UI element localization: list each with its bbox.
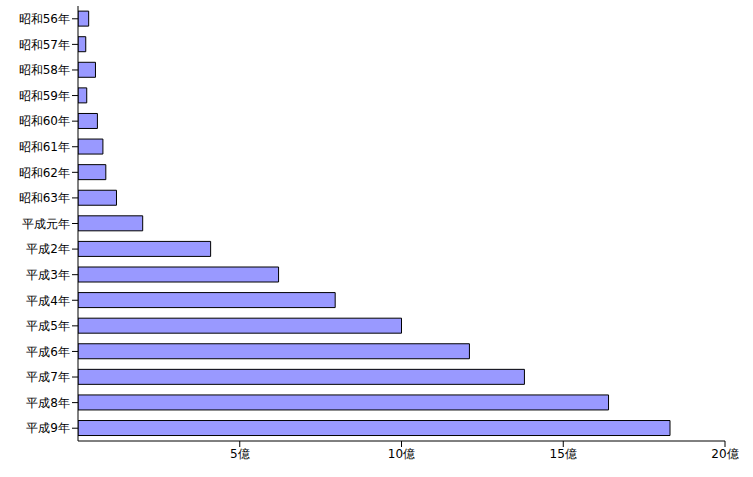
svg-text:平成3年: 平成3年 <box>26 268 70 282</box>
svg-text:昭和60年: 昭和60年 <box>19 114 70 128</box>
svg-text:平成5年: 平成5年 <box>26 319 70 333</box>
svg-text:10億: 10億 <box>388 447 415 461</box>
svg-text:平成7年: 平成7年 <box>26 370 70 384</box>
svg-text:20億: 20億 <box>711 447 738 461</box>
svg-text:昭和58年: 昭和58年 <box>19 63 70 77</box>
svg-text:昭和61年: 昭和61年 <box>19 140 70 154</box>
svg-text:平成9年: 平成9年 <box>26 421 70 435</box>
svg-text:平成4年: 平成4年 <box>26 294 70 308</box>
svg-text:平成元年: 平成元年 <box>22 217 70 231</box>
svg-text:昭和63年: 昭和63年 <box>19 191 70 205</box>
svg-text:5億: 5億 <box>230 447 250 461</box>
svg-text:昭和59年: 昭和59年 <box>19 89 70 103</box>
svg-text:15億: 15億 <box>550 447 577 461</box>
svg-text:平成2年: 平成2年 <box>26 242 70 256</box>
svg-text:昭和62年: 昭和62年 <box>19 166 70 180</box>
svg-text:昭和57年: 昭和57年 <box>19 38 70 52</box>
svg-text:平成6年: 平成6年 <box>26 345 70 359</box>
svg-text:昭和56年: 昭和56年 <box>19 12 70 26</box>
svg-text:平成8年: 平成8年 <box>26 396 70 410</box>
